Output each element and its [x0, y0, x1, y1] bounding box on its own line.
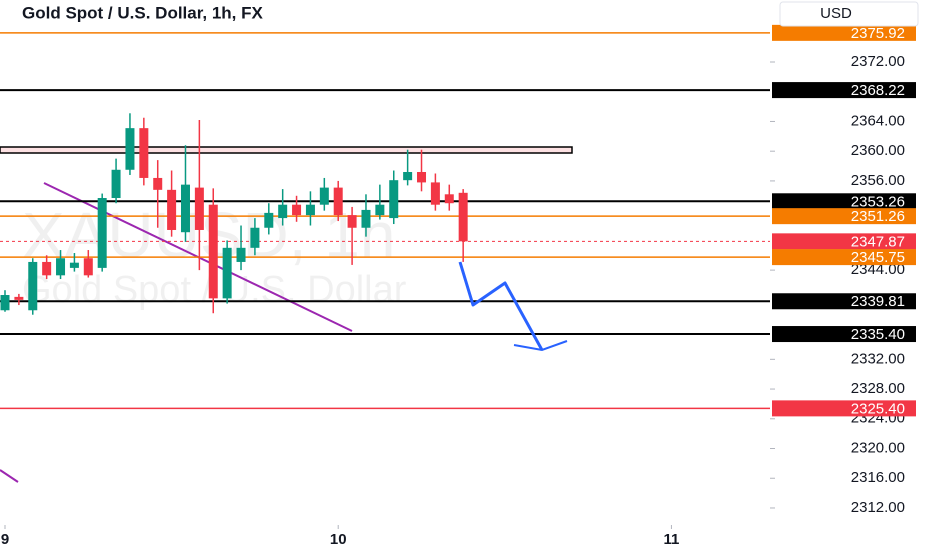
- level-label-box: [772, 233, 916, 250]
- candle-body: [14, 296, 24, 300]
- y-tick-label: 2320.00: [851, 439, 905, 456]
- y-tick-label: 2316.00: [851, 469, 905, 486]
- candle-body: [28, 261, 38, 311]
- y-tick-label: 2372.00: [851, 53, 905, 70]
- level-label-box: [772, 400, 916, 417]
- candle-body: [292, 204, 302, 216]
- x-tick-label: 11: [663, 531, 679, 548]
- level-label-box: [772, 249, 916, 266]
- y-tick-label: 2356.00: [851, 172, 905, 189]
- arrow-head: [513, 340, 568, 352]
- candle-body: [222, 247, 232, 299]
- candle-body: [56, 258, 66, 276]
- candle-body: [333, 187, 343, 216]
- level-label: 2353.26: [851, 193, 905, 210]
- candle-body: [430, 182, 440, 205]
- zone: [0, 146, 573, 154]
- candle-body: [125, 128, 135, 170]
- level-label-box: [772, 326, 916, 343]
- candle-body: [403, 172, 413, 181]
- x-tick-label: 9: [1, 531, 9, 548]
- y-tick-label: 2364.00: [851, 112, 905, 129]
- y-tick-label: 2360.00: [851, 142, 905, 159]
- candle-body: [153, 177, 163, 190]
- level-label-box: [772, 293, 916, 310]
- level-label: 2345.75: [851, 249, 905, 266]
- candle-body: [111, 169, 121, 199]
- candle-body: [0, 295, 10, 311]
- level-label-box: [772, 193, 916, 210]
- axis: 2312.002316.002320.002324.002328.002332.…: [1, 25, 916, 548]
- header: [0, 0, 770, 28]
- level-label: 2325.40: [851, 400, 905, 417]
- candle-body: [319, 187, 329, 205]
- trend-line: [0, 469, 19, 483]
- chart-title: Gold Spot / U.S. Dollar, 1h, FX: [22, 3, 264, 22]
- y-tick-label: 2328.00: [851, 380, 905, 397]
- candle-body: [194, 187, 204, 230]
- candle-body: [458, 192, 468, 242]
- candle-body: [236, 247, 246, 262]
- candle-body: [305, 204, 315, 216]
- levels: [0, 32, 772, 410]
- level-label: 2368.22: [851, 82, 905, 99]
- candle-body: [417, 172, 427, 183]
- level-label: 2375.92: [851, 25, 905, 42]
- candle-body: [69, 262, 79, 268]
- candle-body: [264, 212, 274, 228]
- candle-body: [83, 258, 93, 276]
- candle-body: [361, 209, 371, 228]
- candle-body: [180, 184, 190, 233]
- candle-body: [389, 180, 399, 219]
- arrow: [458, 261, 544, 351]
- level-label: 2339.81: [851, 293, 905, 310]
- level-label-box: [772, 82, 916, 99]
- y-tick-label: 2344.00: [851, 261, 905, 278]
- x-tick-label: 10: [330, 531, 347, 548]
- candle-body: [347, 215, 357, 228]
- currency-box[interactable]: [779, 1, 919, 27]
- y-tick-label: 2332.00: [851, 350, 905, 367]
- y-tick-label: 2312.00: [851, 499, 905, 516]
- candle-body: [444, 194, 454, 204]
- currency[interactable]: USD: [820, 5, 852, 22]
- candle-body: [139, 128, 149, 178]
- candle-body: [375, 204, 385, 216]
- candles: [0, 113, 468, 315]
- level-label-box: [772, 208, 916, 225]
- level-label: 2335.40: [851, 326, 905, 343]
- candle-body: [250, 227, 260, 248]
- level-label: 2351.26: [851, 208, 905, 225]
- candle-body: [42, 261, 52, 276]
- level-label-box: [772, 24, 916, 41]
- candle-body: [208, 204, 218, 299]
- level-label: 2347.87: [851, 233, 905, 250]
- candle-body: [167, 189, 177, 230]
- candle-body: [97, 198, 107, 268]
- candle-body: [278, 204, 288, 219]
